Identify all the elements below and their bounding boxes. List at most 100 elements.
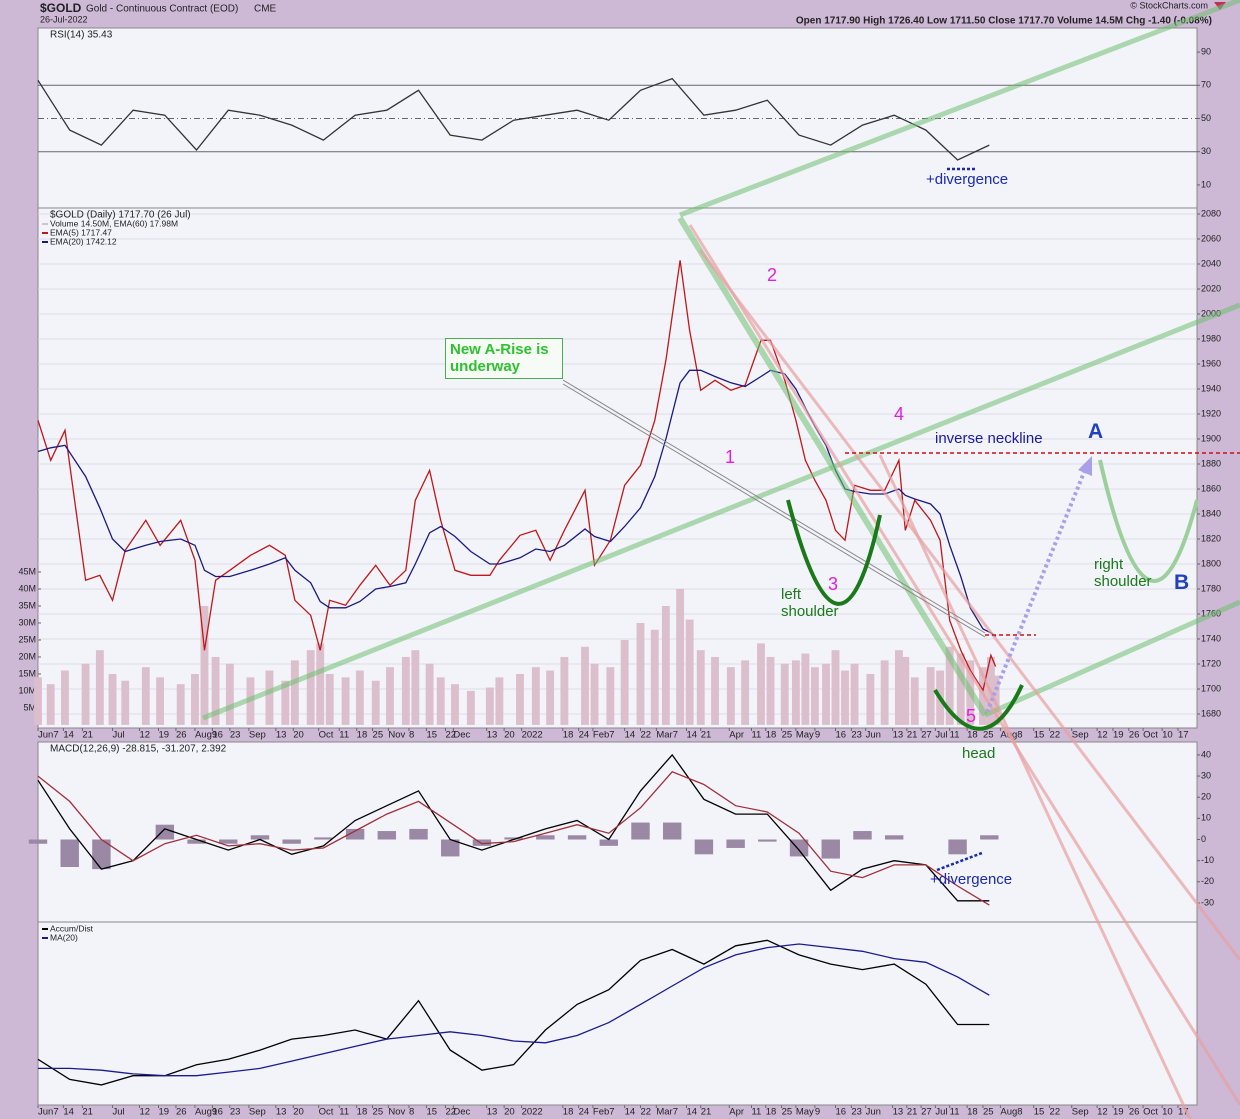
date: 26-Jul-2022 xyxy=(40,14,88,24)
bar xyxy=(694,839,714,855)
x-tick-label: 11 xyxy=(751,1107,761,1118)
x-tick-label: 14 xyxy=(686,730,697,741)
panel-title: RSI(14) 35.43 xyxy=(50,30,113,41)
x-tick-label: 14 xyxy=(63,730,74,741)
x-tick-label: 22 xyxy=(640,1107,651,1118)
bar xyxy=(191,673,199,725)
bar xyxy=(662,822,682,840)
x-tick-label: Aug8 xyxy=(1000,1107,1022,1118)
x-tick-label: 18 xyxy=(563,1107,574,1118)
divergence-line xyxy=(936,851,983,872)
bar xyxy=(187,839,206,844)
bar xyxy=(61,670,69,725)
instrument-name: Gold - Continuous Contract (EOD) xyxy=(86,4,238,15)
y-tick-label: 1820 xyxy=(1201,533,1221,543)
bar xyxy=(95,650,104,725)
y-tick-label: 1680 xyxy=(1201,708,1221,718)
bar xyxy=(567,835,587,840)
bar xyxy=(355,670,364,725)
y-tick-label: 1960 xyxy=(1201,358,1221,368)
series-line xyxy=(37,771,990,906)
y-tick-label: 1700 xyxy=(1201,683,1221,693)
bar xyxy=(560,656,569,725)
bar xyxy=(536,835,555,840)
bar xyxy=(60,839,79,868)
x-tick-label: 14 xyxy=(63,1107,74,1118)
x-tick-label: 15 xyxy=(426,730,437,741)
bar xyxy=(696,650,705,725)
series-line xyxy=(37,939,990,1086)
bar xyxy=(650,629,659,725)
y-tick-label: 20 xyxy=(1201,792,1211,802)
trend-line xyxy=(679,0,1240,218)
bar xyxy=(741,660,750,725)
x-tick-label: Oct xyxy=(1143,1107,1158,1118)
series-line xyxy=(37,260,997,692)
bar xyxy=(711,656,719,725)
bar xyxy=(516,673,524,725)
bar xyxy=(341,677,350,725)
x-tick-label: Oct xyxy=(319,730,334,741)
x-tick-label: 19 xyxy=(158,730,169,741)
bar xyxy=(531,667,540,725)
y2-tick-label: 45M xyxy=(18,566,36,576)
bar xyxy=(726,667,735,725)
y-tick-label: 2020 xyxy=(1201,283,1221,293)
x-tick-label: 20 xyxy=(504,730,515,741)
y-tick-label: 1940 xyxy=(1201,383,1221,393)
series-line xyxy=(37,369,997,638)
bar xyxy=(581,646,589,725)
x-tick-label: 18 xyxy=(967,1107,978,1118)
x-tick-label: 23 xyxy=(851,730,862,741)
x-tick-label: Aug9 xyxy=(195,730,217,741)
bar xyxy=(850,663,859,725)
trend-line xyxy=(878,454,1192,1119)
x-tick-label: 8 xyxy=(409,730,414,741)
annotation: B xyxy=(1174,571,1190,594)
y-tick-label: 1840 xyxy=(1201,508,1221,518)
x-tick-label: Mar7 xyxy=(656,1107,678,1118)
bar xyxy=(789,839,809,857)
y-tick-label: 30 xyxy=(1201,146,1211,156)
bar xyxy=(377,831,397,840)
x-tick-label: 9 xyxy=(815,730,820,741)
pointer-line xyxy=(562,383,986,638)
x-tick-label: 11 xyxy=(751,730,761,741)
bar xyxy=(801,653,810,725)
x-tick-label: 25 xyxy=(782,730,793,741)
x-tick-label: 21 xyxy=(82,1107,93,1118)
x-tick-label: 24 xyxy=(579,1107,590,1118)
x-tick-label: 22 xyxy=(640,730,651,741)
x-tick-label: 9 xyxy=(815,1107,820,1118)
x-tick-label: Sep xyxy=(249,1107,266,1118)
bar xyxy=(141,667,150,725)
bar xyxy=(46,684,55,725)
series-line xyxy=(38,943,990,1077)
y-tick-label: 1720 xyxy=(1201,658,1221,668)
panel-background xyxy=(37,207,1198,729)
x-tick-label: 25 xyxy=(782,1107,793,1118)
x-tick-label: 21 xyxy=(907,1107,918,1118)
annotation: A xyxy=(1088,420,1104,443)
y2-tick-label: 35M xyxy=(18,600,36,610)
bar xyxy=(504,837,523,840)
x-tick-label: 27 xyxy=(921,730,932,741)
x-tick-label: 21 xyxy=(701,730,712,741)
x-tick-label: Dec xyxy=(453,1107,470,1118)
x-tick-label: 11 xyxy=(950,730,960,741)
projection-arrow xyxy=(985,469,1087,713)
bar xyxy=(386,667,394,725)
x-tick-label: 14 xyxy=(625,730,636,741)
bar xyxy=(121,680,130,725)
bar xyxy=(200,605,209,725)
x-tick-label: 25 xyxy=(373,1107,384,1118)
x-tick-label: 17 xyxy=(1178,1107,1189,1118)
x-tick-label: 16 xyxy=(212,1107,223,1118)
x-tick-label: 16 xyxy=(836,730,847,741)
x-tick-label: Jul xyxy=(113,730,125,741)
x-tick-label: 17 xyxy=(1178,730,1189,741)
y2-tick-label: 40M xyxy=(18,583,36,593)
x-tick-label: 13 xyxy=(276,730,287,741)
x-tick-label: Oct xyxy=(319,1107,334,1118)
